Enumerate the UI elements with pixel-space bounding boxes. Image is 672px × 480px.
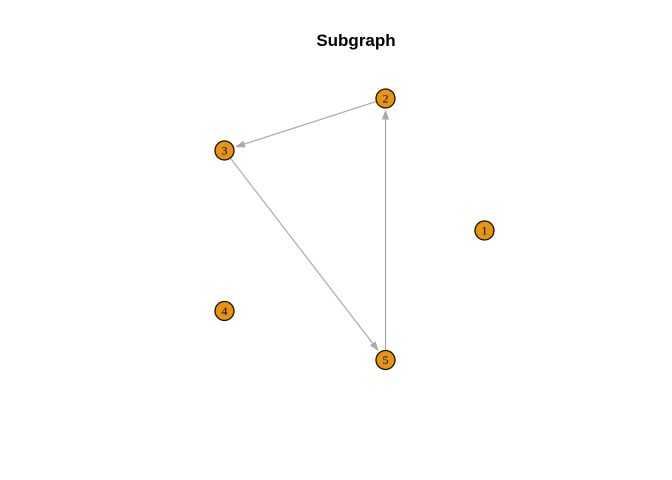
graph-node — [474, 220, 495, 241]
graph-node — [375, 349, 396, 371]
graph-node — [214, 300, 235, 322]
graph-edge — [244, 101, 377, 145]
edge-arrowhead — [234, 140, 246, 148]
figure-title: Subgraph — [316, 31, 396, 50]
edge-arrowhead — [369, 341, 379, 352]
graph-node-label: 3 — [222, 144, 228, 158]
graph-node — [214, 140, 235, 161]
graph-node-label: 5 — [383, 353, 389, 367]
graph-node — [375, 88, 396, 109]
graph-node-label: 4 — [222, 304, 228, 318]
graph-node-label: 2 — [383, 92, 389, 106]
nodes-layer: 1 2 3 4 5 — [214, 88, 495, 371]
graph-edge — [230, 158, 374, 344]
edges-layer — [230, 101, 389, 352]
graph-node-label: 1 — [482, 224, 488, 238]
edge-arrowhead — [382, 109, 389, 120]
